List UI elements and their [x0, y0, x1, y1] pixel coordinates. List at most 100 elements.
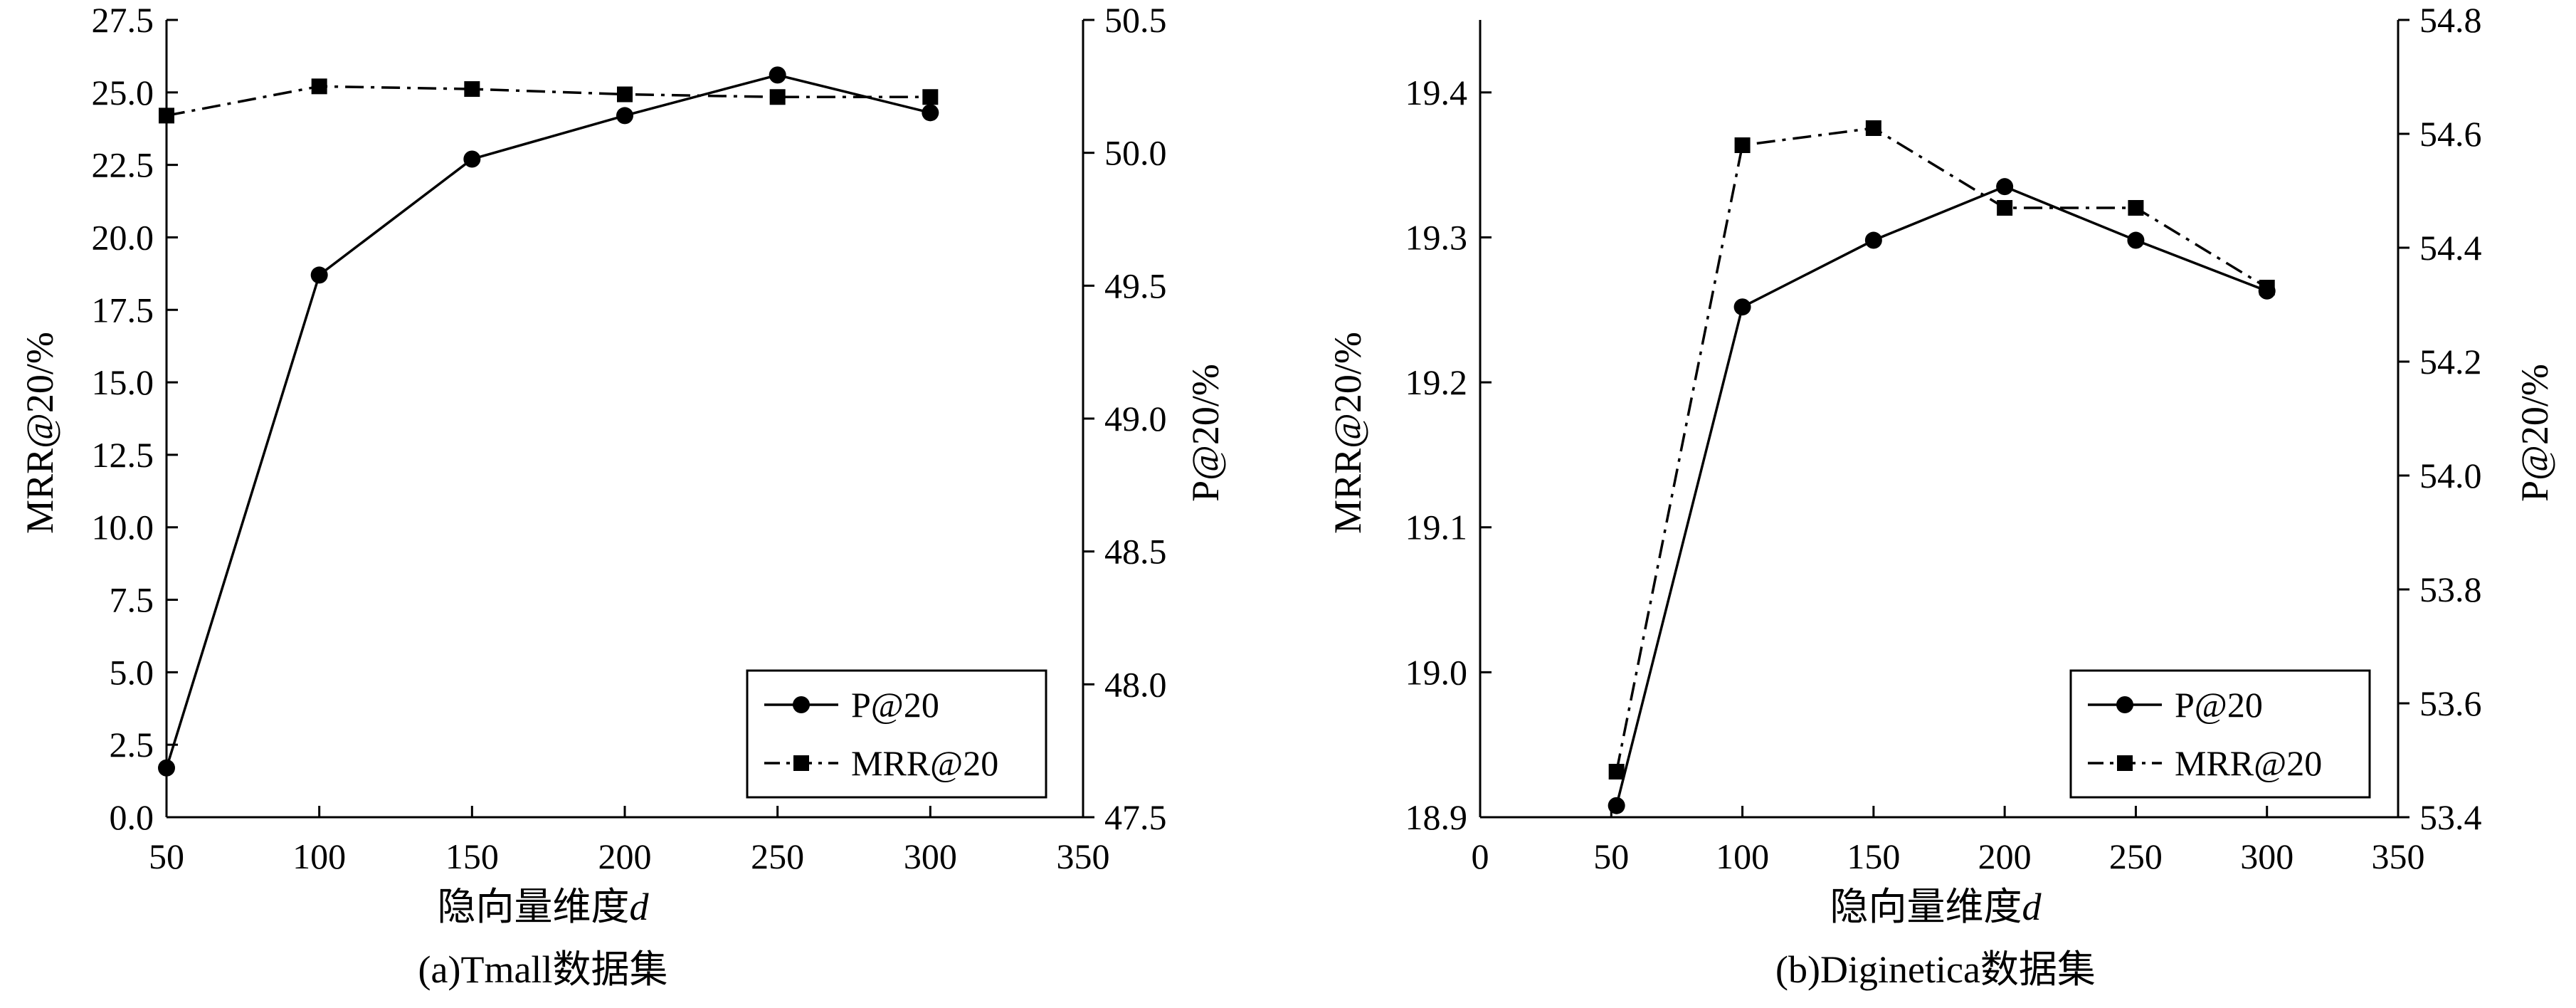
right-y-tick-label: 54.2 [2419, 342, 2482, 382]
x-tick-label: 50 [1593, 836, 1629, 876]
left-y-tick-label: 22.5 [92, 145, 154, 185]
mrr20-data-point [1734, 137, 1751, 153]
series-line-mrr20 [166, 85, 931, 117]
left-y-tick-label: 20.0 [92, 217, 154, 257]
left-y-tick-label: 18.9 [1405, 797, 1468, 837]
x-tick-label: 100 [292, 836, 346, 876]
p20-data-point [1733, 298, 1751, 316]
right-y-tick-label: 54.0 [2419, 456, 2482, 495]
x-tick-label: 300 [904, 836, 957, 876]
panel-caption: (a)Tmall数据集 [418, 948, 668, 991]
left-y-tick-label: 19.1 [1405, 508, 1468, 547]
left-y-tick-label: 10.0 [92, 508, 154, 547]
left-y-tick-label: 19.2 [1405, 362, 1468, 402]
right-y-tick-label: 53.8 [2419, 569, 2482, 609]
x-tick-label: 0 [1472, 836, 1489, 876]
mrr20-data-point [159, 107, 174, 124]
panel-caption: (b)Diginetica数据集 [1775, 948, 2096, 991]
mrr20-data-point [2128, 200, 2144, 216]
x-tick-label: 100 [1716, 836, 1769, 876]
legend: P@20 MRR@20 [746, 669, 1047, 799]
mrr20-data-point [311, 78, 327, 95]
left-y-tick-label: 27.5 [92, 0, 154, 40]
right-y-tick-label: 53.6 [2419, 683, 2482, 723]
right-y-tick-label: 48.0 [1104, 664, 1167, 704]
left-y-tick-label: 2.5 [110, 725, 154, 765]
x-tick-label: 350 [2372, 836, 2425, 876]
right-y-tick-label: 54.4 [2419, 228, 2482, 268]
legend-marker-p20 [2116, 696, 2133, 713]
p20-data-point [463, 150, 481, 168]
left-y-tick-label: 12.5 [92, 435, 154, 475]
x-tick-label: 350 [1057, 836, 1110, 876]
mrr20-data-point [922, 89, 939, 105]
x-tick-label: 200 [598, 836, 652, 876]
left-y-tick-label: 25.0 [92, 73, 154, 112]
x-tick-label: 200 [1978, 836, 2032, 876]
legend-marker-mrr20 [793, 755, 809, 771]
p20-data-point [1608, 797, 1625, 814]
mrr20-data-point [464, 81, 480, 98]
x-tick-label: 300 [2240, 836, 2293, 876]
panel-a-tmall: 50 100 150 200 250 300 350 0.0 2.5 5.0 7.5 10.0 12.5… [19, 0, 1227, 991]
x-axis-label-variable: d [630, 886, 650, 928]
x-axis-label-variable: d [2022, 886, 2042, 928]
legend-box [746, 669, 1047, 799]
legend-marker-mrr20 [2117, 755, 2133, 771]
series-line-mrr20 [1615, 127, 2268, 772]
p20-data-point [1864, 231, 1882, 249]
legend-label-mrr20: MRR@20 [2175, 743, 2322, 783]
right-y-tick-label: 53.4 [2419, 797, 2482, 837]
left-y-tick-label: 15.0 [92, 362, 154, 402]
x-tick-label: 150 [445, 836, 499, 876]
x-axis-label: 隐向量维度d [1830, 886, 2042, 928]
mrr20-data-point [1608, 764, 1625, 779]
right-y-tick-label: 47.5 [1104, 797, 1167, 837]
right-y-tick-label: 49.0 [1104, 399, 1167, 439]
left-y-tick-label: 19.3 [1405, 217, 1468, 257]
mrr20-data-point [1997, 200, 2013, 216]
left-y-tick-label: 7.5 [110, 580, 154, 620]
right-y-axis-label: P@20/% [1184, 364, 1227, 502]
p20-data-point [922, 104, 939, 122]
mrr20-data-point [2259, 280, 2275, 295]
legend-label-p20: P@20 [851, 685, 939, 725]
x-tick-label: 250 [2109, 836, 2163, 876]
right-y-tick-label: 50.0 [1104, 133, 1167, 173]
right-y-tick-label: 50.5 [1104, 0, 1167, 40]
left-y-axis-label: MRR@20/% [19, 332, 61, 534]
p20-data-point [616, 107, 633, 125]
x-tick-label: 50 [149, 836, 184, 876]
legend-marker-p20 [793, 696, 810, 713]
left-y-tick-label: 19.4 [1405, 73, 1468, 112]
p20-data-point [2127, 231, 2145, 249]
x-axis-label: 隐向量维度d [438, 886, 650, 928]
left-y-tick-label: 19.0 [1405, 652, 1468, 692]
x-axis-label-text: 隐向量维度 [438, 886, 630, 928]
legend-label-mrr20: MRR@20 [851, 743, 998, 783]
legend-box [2069, 669, 2371, 799]
left-y-tick-label: 17.5 [92, 290, 154, 330]
mrr20-data-point [769, 89, 786, 105]
right-y-tick-label: 54.8 [2419, 0, 2482, 40]
right-y-tick-label: 54.6 [2419, 114, 2482, 154]
p20-data-point [1996, 178, 2014, 196]
series-line-p20 [165, 73, 931, 769]
p20-data-point [310, 266, 328, 284]
panel-b-diginetica: 0 50 100 150 200 250 300 350 18.9 19.0 19.1 19.2 19.… [1326, 0, 2556, 991]
left-y-axis-label: MRR@20/% [1326, 332, 1369, 534]
right-y-tick-label: 48.5 [1104, 532, 1167, 572]
right-y-axis-label: P@20/% [2513, 364, 2556, 502]
legend: P@20 MRR@20 [2069, 669, 2371, 799]
right-y-tick-label: 49.5 [1104, 266, 1167, 305]
series-line-p20 [1615, 185, 2268, 807]
x-tick-label: 150 [1847, 836, 1900, 876]
left-y-tick-label: 0.0 [110, 797, 154, 837]
mrr20-data-point [1865, 120, 1881, 136]
mrr20-data-point [617, 86, 633, 103]
legend-label-p20: P@20 [2175, 685, 2263, 725]
p20-data-point [769, 66, 786, 84]
p20-data-point [158, 759, 175, 777]
x-tick-label: 250 [751, 836, 804, 876]
